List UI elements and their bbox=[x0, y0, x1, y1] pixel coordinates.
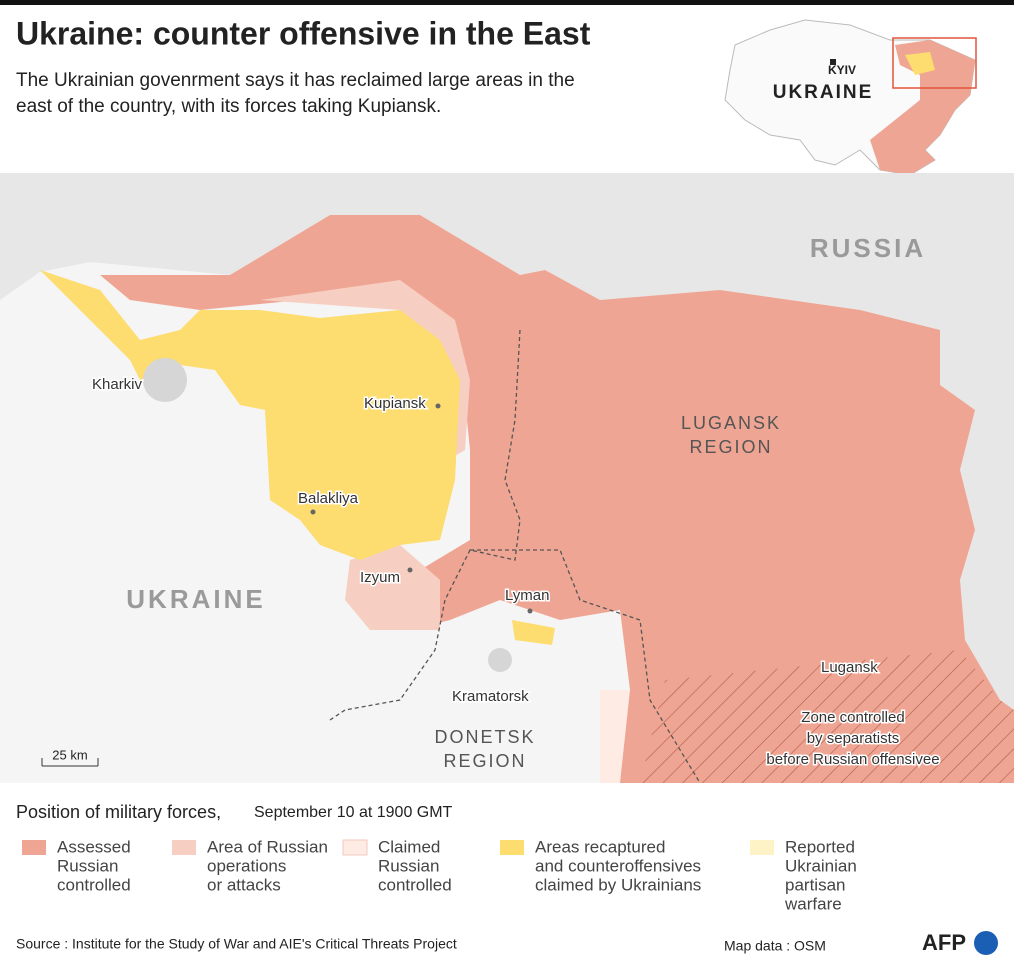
city-label: Kupiansk bbox=[364, 395, 426, 412]
inset-map: KYIV UKRAINE bbox=[724, 19, 977, 176]
map-data: Map data : OSM bbox=[724, 938, 826, 954]
zone-note: before Russian offensivee bbox=[766, 751, 939, 768]
city-label: Lyman bbox=[505, 587, 549, 604]
legend-label: Areas recaptured bbox=[535, 837, 665, 856]
legend-label: Reported bbox=[785, 837, 855, 856]
subtitle: The Ukrainian govenrment says it has rec… bbox=[16, 70, 575, 91]
scale-label: 25 km bbox=[52, 747, 87, 762]
source: Source : Institute for the Study of War … bbox=[16, 936, 457, 952]
city-label: Balakliya bbox=[298, 490, 359, 507]
legend-swatch bbox=[750, 840, 774, 855]
title: Ukraine: counter offensive in the East bbox=[16, 15, 591, 51]
logo: AFP bbox=[922, 930, 966, 955]
region-label: DONETSK bbox=[434, 727, 535, 747]
city-label: Lugansk bbox=[821, 659, 878, 676]
zone-note: Zone controlled bbox=[801, 709, 904, 726]
region-label: LUGANSK bbox=[681, 413, 781, 433]
city-label: Kharkiv bbox=[92, 376, 143, 393]
subtitle: east of the country, with its forces tak… bbox=[16, 96, 441, 117]
legend-swatch bbox=[172, 840, 196, 855]
region-label: REGION bbox=[443, 751, 526, 771]
legend-label: operations bbox=[207, 856, 286, 875]
legend-label: Claimed bbox=[378, 837, 440, 856]
legend-label: or attacks bbox=[207, 875, 281, 894]
city-label: Izyum bbox=[360, 569, 400, 586]
top-bar bbox=[0, 0, 1014, 5]
country-label: RUSSIA bbox=[810, 233, 926, 263]
logo-dot bbox=[974, 931, 998, 955]
main-map bbox=[0, 173, 1014, 784]
inset-country: UKRAINE bbox=[773, 82, 874, 103]
legend-label: claimed by Ukrainians bbox=[535, 875, 701, 894]
legend-swatch bbox=[342, 839, 368, 856]
legend-label: Assessed bbox=[57, 837, 131, 856]
legend-label: Russian bbox=[57, 856, 118, 875]
zone-note: by separatists bbox=[807, 730, 900, 747]
region-label: REGION bbox=[689, 437, 772, 457]
city-label: Kramatorsk bbox=[452, 688, 529, 705]
inset-capital: KYIV bbox=[828, 63, 856, 77]
legend-label: and counteroffensives bbox=[535, 856, 701, 875]
legend-label: Area of Russian bbox=[207, 837, 328, 856]
legend-label: Russian bbox=[378, 856, 439, 875]
legend-label: warfare bbox=[784, 894, 842, 913]
legend-swatch bbox=[22, 840, 46, 855]
legend-swatch bbox=[500, 840, 524, 855]
legend-label: controlled bbox=[378, 875, 452, 894]
legend-label: Ukrainian bbox=[785, 856, 857, 875]
legend-label: controlled bbox=[57, 875, 131, 894]
legend-title: Position of military forces, bbox=[16, 802, 221, 822]
legend-date: September 10 at 1900 GMT bbox=[254, 804, 453, 821]
country-label: UKRAINE bbox=[126, 584, 265, 614]
legend-label: partisan bbox=[785, 875, 845, 894]
